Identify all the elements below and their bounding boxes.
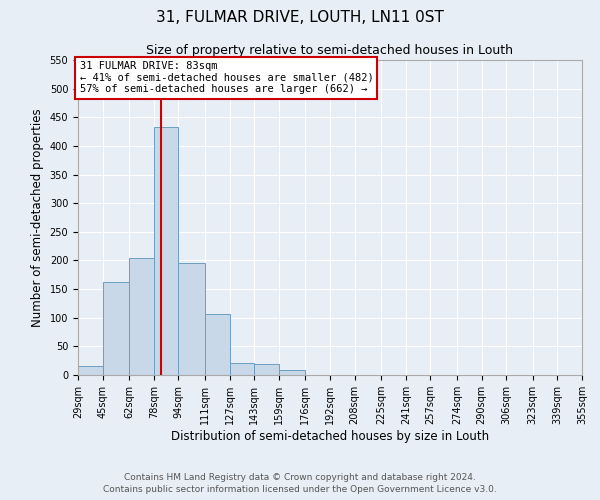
X-axis label: Distribution of semi-detached houses by size in Louth: Distribution of semi-detached houses by … xyxy=(171,430,489,443)
Bar xyxy=(178,262,205,375)
Bar xyxy=(103,282,129,375)
Bar xyxy=(230,363,254,375)
Text: Contains HM Land Registry data © Crown copyright and database right 2024.
Contai: Contains HM Land Registry data © Crown c… xyxy=(103,472,497,494)
Bar xyxy=(129,258,154,375)
Text: 31 FULMAR DRIVE: 83sqm
← 41% of semi-detached houses are smaller (482)
57% of se: 31 FULMAR DRIVE: 83sqm ← 41% of semi-det… xyxy=(80,61,373,94)
Bar xyxy=(254,364,279,375)
Text: 31, FULMAR DRIVE, LOUTH, LN11 0ST: 31, FULMAR DRIVE, LOUTH, LN11 0ST xyxy=(156,10,444,25)
Y-axis label: Number of semi-detached properties: Number of semi-detached properties xyxy=(31,108,44,327)
Bar xyxy=(154,127,178,375)
Title: Size of property relative to semi-detached houses in Louth: Size of property relative to semi-detach… xyxy=(146,44,514,58)
Bar xyxy=(205,314,230,375)
Bar xyxy=(279,370,305,375)
Bar xyxy=(78,366,103,375)
